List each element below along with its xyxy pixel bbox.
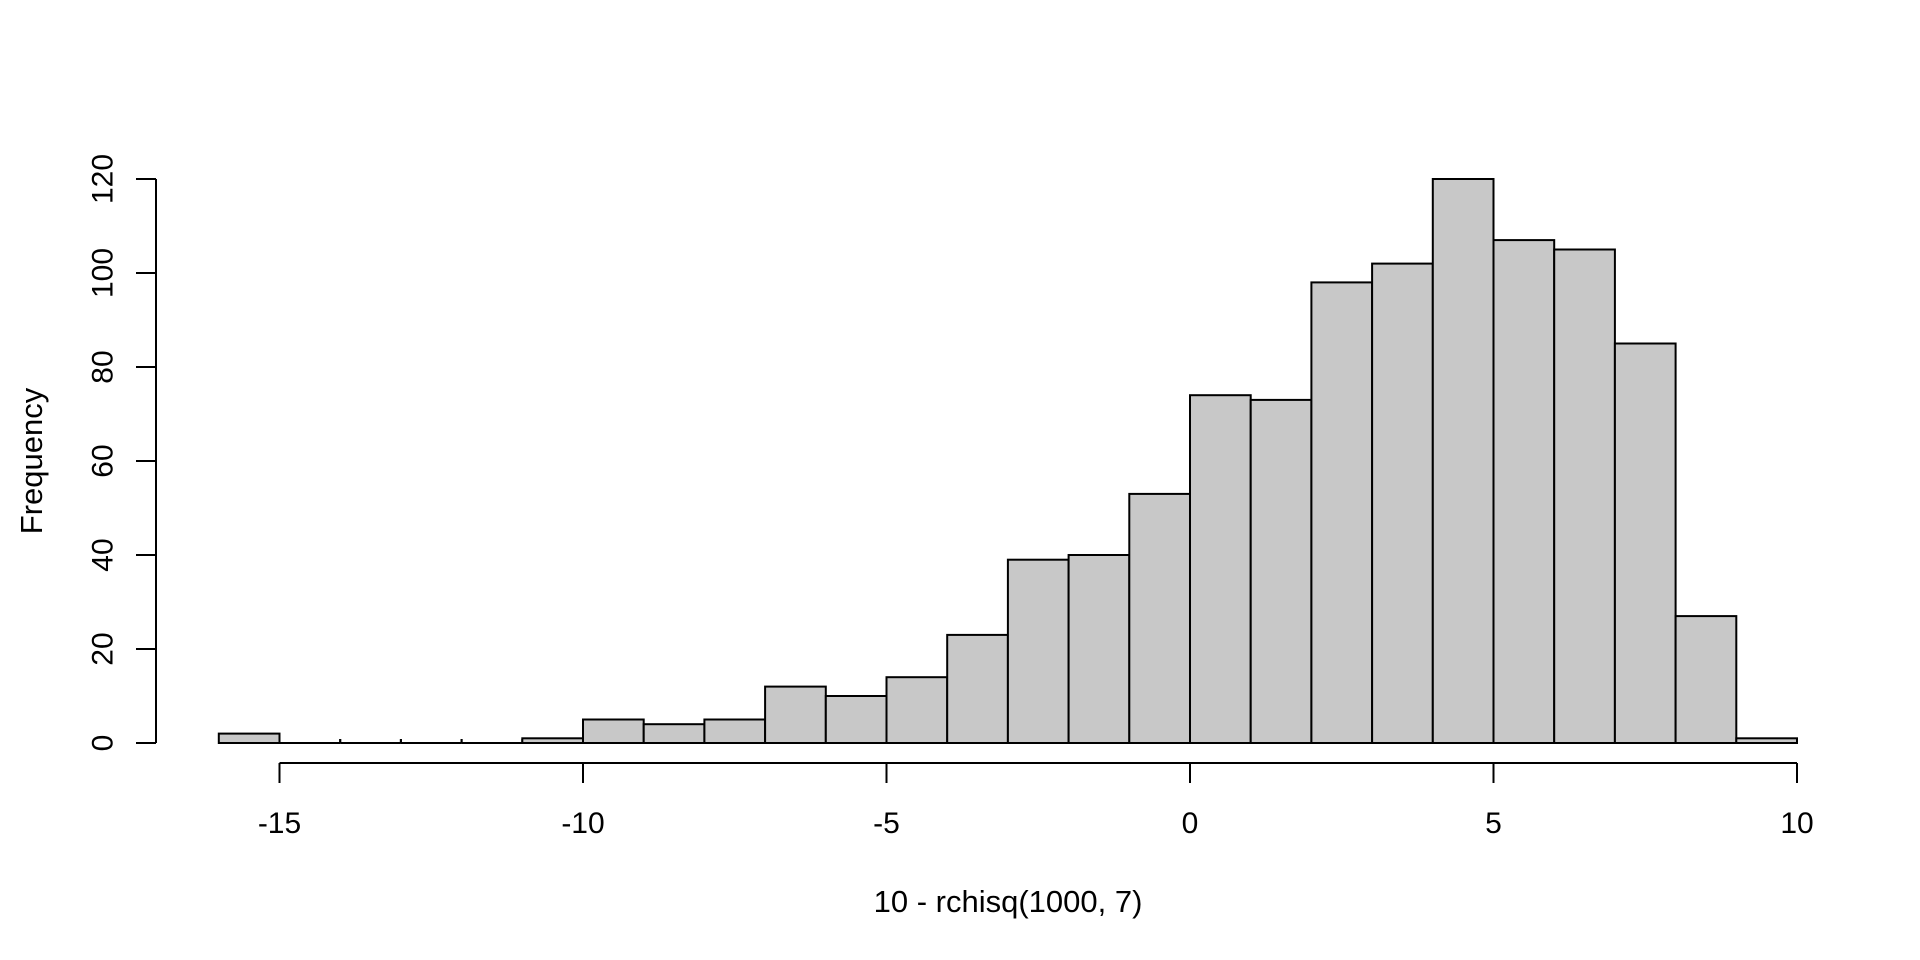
histogram-bar	[885, 676, 949, 745]
histogram-bar	[1431, 178, 1495, 744]
histogram-bar	[1189, 394, 1252, 744]
histogram-bar	[582, 718, 645, 744]
histogram-bar	[1310, 281, 1374, 744]
histogram-bar	[1371, 262, 1434, 744]
histogram-bar	[1553, 248, 1616, 744]
x-tick-label: -5	[873, 807, 900, 840]
histogram-bar	[1128, 492, 1192, 744]
y-axis: 0 20 40 60 80 100 120	[87, 154, 157, 751]
y-axis-title: Frequency	[14, 387, 49, 534]
y-tick-label: 100	[87, 248, 120, 298]
x-tick-label: 10	[1780, 807, 1813, 840]
histogram-bar	[1674, 615, 1738, 744]
y-tick-label: 20	[87, 632, 120, 665]
histogram-bar	[642, 723, 706, 745]
y-tick-label: 0	[87, 735, 120, 752]
histogram-bar	[217, 732, 281, 744]
y-tick-label: 80	[87, 350, 120, 383]
histogram-bar	[1006, 558, 1070, 745]
x-tick-label: -10	[561, 807, 604, 840]
histogram-bar	[703, 718, 767, 744]
y-tick-label: 40	[87, 538, 120, 571]
histogram-bar	[1735, 737, 1799, 744]
histogram-bar	[521, 737, 584, 744]
x-axis: -15 -10 -5 0 5 10	[258, 762, 1814, 840]
histogram-bar	[764, 685, 827, 744]
x-axis-title: 10 - rchisq(1000, 7)	[874, 884, 1143, 919]
histogram-bar	[1067, 554, 1131, 744]
histogram-bar	[1249, 398, 1313, 744]
histogram-bar	[1492, 239, 1556, 744]
bars-group	[217, 178, 1799, 745]
y-tick-label: 60	[87, 444, 120, 477]
histogram-bar	[1613, 342, 1677, 744]
histogram-bar	[824, 695, 888, 744]
histogram-bar	[946, 633, 1009, 745]
x-tick-label: -15	[258, 807, 301, 840]
x-tick-label: 5	[1485, 807, 1502, 840]
x-tick-label: 0	[1182, 807, 1199, 840]
y-tick-label: 120	[87, 154, 120, 204]
